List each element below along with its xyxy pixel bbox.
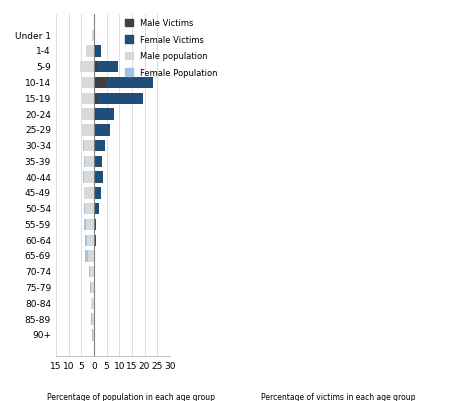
Bar bbox=[80, 62, 94, 73]
Bar bbox=[84, 203, 94, 215]
Bar bbox=[87, 235, 94, 246]
Bar bbox=[94, 30, 95, 42]
Bar bbox=[91, 298, 94, 309]
Bar bbox=[94, 62, 99, 73]
Bar bbox=[86, 46, 94, 57]
Bar bbox=[94, 125, 95, 136]
Bar bbox=[91, 282, 94, 294]
Text: Percentage of population in each age group: Percentage of population in each age gro… bbox=[47, 392, 215, 401]
Bar bbox=[94, 203, 99, 215]
Bar bbox=[94, 219, 96, 231]
Bar bbox=[94, 62, 118, 73]
Bar bbox=[90, 282, 94, 294]
Bar bbox=[82, 78, 94, 89]
Bar bbox=[94, 251, 95, 262]
Bar bbox=[90, 266, 94, 278]
Bar bbox=[94, 46, 101, 57]
Bar bbox=[94, 109, 96, 120]
Bar bbox=[94, 78, 154, 89]
Bar bbox=[81, 109, 94, 120]
Bar bbox=[80, 62, 94, 73]
Bar bbox=[94, 93, 98, 105]
Bar bbox=[85, 251, 94, 262]
Bar bbox=[92, 30, 94, 42]
Bar bbox=[92, 314, 94, 325]
Bar bbox=[84, 156, 94, 168]
Bar bbox=[94, 141, 95, 152]
Bar bbox=[94, 156, 95, 168]
Bar bbox=[84, 172, 94, 183]
Bar bbox=[85, 203, 94, 215]
Bar bbox=[94, 314, 95, 325]
Bar bbox=[82, 93, 94, 105]
Bar bbox=[86, 219, 94, 231]
Bar bbox=[82, 125, 94, 136]
Text: Percentage of victims in each age group: Percentage of victims in each age group bbox=[261, 392, 415, 401]
Bar bbox=[94, 282, 95, 294]
Bar bbox=[92, 329, 94, 341]
Bar bbox=[84, 188, 94, 199]
Bar bbox=[91, 314, 94, 325]
Bar bbox=[94, 266, 95, 278]
Bar bbox=[85, 235, 94, 246]
Bar bbox=[94, 298, 95, 309]
Bar bbox=[94, 109, 114, 120]
Bar bbox=[91, 298, 94, 309]
Bar bbox=[82, 78, 94, 89]
Bar bbox=[94, 329, 95, 341]
Bar bbox=[94, 141, 105, 152]
Legend: Male Victims, Female Victims, Male population, Female Population: Male Victims, Female Victims, Male popul… bbox=[125, 19, 217, 77]
Bar bbox=[84, 141, 94, 152]
Bar bbox=[86, 46, 94, 57]
Bar bbox=[89, 266, 94, 278]
Bar bbox=[82, 93, 94, 105]
Bar bbox=[94, 30, 95, 42]
Bar bbox=[94, 235, 96, 246]
Bar bbox=[92, 329, 94, 341]
Bar bbox=[92, 30, 94, 42]
Bar bbox=[81, 109, 94, 120]
Bar bbox=[82, 125, 94, 136]
Bar bbox=[85, 156, 94, 168]
Bar bbox=[94, 46, 96, 57]
Bar bbox=[94, 188, 100, 199]
Bar bbox=[94, 172, 95, 183]
Bar bbox=[83, 141, 94, 152]
Bar bbox=[84, 188, 94, 199]
Bar bbox=[88, 251, 94, 262]
Bar bbox=[94, 93, 143, 105]
Bar bbox=[84, 219, 94, 231]
Bar bbox=[94, 156, 102, 168]
Bar bbox=[94, 125, 110, 136]
Bar bbox=[83, 172, 94, 183]
Bar bbox=[94, 172, 103, 183]
Bar bbox=[94, 78, 107, 89]
